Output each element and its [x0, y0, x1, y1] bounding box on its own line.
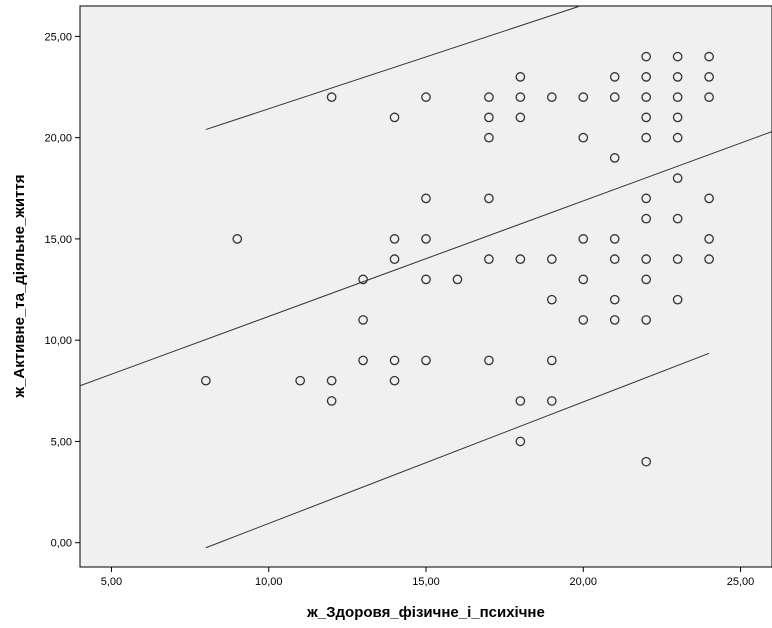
y-tick-label: 25,00 [44, 31, 72, 43]
data-point [641, 51, 652, 62]
fit-line [79, 131, 772, 387]
data-point [578, 92, 589, 102]
data-point [672, 254, 683, 265]
data-point [641, 72, 652, 82]
data-point [389, 254, 400, 265]
data-point [609, 92, 620, 102]
data-point [704, 234, 714, 244]
data-point [609, 315, 620, 325]
data-point [546, 92, 557, 102]
data-point [421, 193, 431, 204]
data-point [389, 375, 400, 386]
data-point [609, 234, 620, 244]
data-point [515, 254, 526, 265]
y-tick-label: 20,00 [44, 133, 72, 145]
lower-interval-line [205, 352, 710, 549]
data-point [578, 132, 589, 143]
x-axis-title: ж_Здоровя_фізичне_і_психічне [306, 604, 545, 621]
data-point [704, 92, 714, 102]
data-point [546, 355, 557, 366]
plot-area [79, 5, 772, 568]
data-point [609, 294, 620, 305]
data-point [452, 274, 463, 285]
data-point [389, 112, 400, 123]
y-tick-label: 0,00 [51, 538, 72, 550]
data-point [546, 294, 557, 305]
y-tick-label: 10,00 [44, 335, 72, 347]
data-point [672, 294, 683, 305]
x-tick-label: 25,00 [727, 576, 755, 588]
data-point [578, 315, 589, 325]
data-point [672, 112, 683, 123]
data-point [609, 153, 620, 163]
data-point [704, 72, 714, 82]
data-point [672, 51, 683, 62]
data-point [515, 396, 526, 406]
data-point [295, 375, 306, 386]
data-point [232, 234, 243, 244]
x-tick-label: 5,00 [101, 576, 122, 588]
data-point [326, 92, 337, 102]
data-point [641, 315, 652, 325]
data-point [484, 112, 494, 123]
data-point [389, 234, 400, 244]
data-point [484, 193, 494, 204]
data-point [672, 213, 683, 224]
data-point [704, 51, 714, 62]
data-point [641, 112, 652, 123]
data-point [515, 112, 526, 123]
data-point [421, 355, 431, 366]
y-tick-label: 15,00 [44, 234, 72, 246]
data-point [484, 355, 494, 366]
y-axis: 0,00 5,00 10,00 15,00 20,00 25,00 [44, 31, 80, 550]
y-tick-label: 5,00 [51, 436, 72, 448]
data-point [515, 92, 526, 102]
data-point [641, 213, 652, 224]
data-point [641, 456, 652, 467]
x-axis: 5,00 10,00 15,00 20,00 25,00 [101, 567, 755, 588]
x-tick-label: 15,00 [412, 576, 440, 588]
data-point [546, 254, 557, 265]
data-point [421, 92, 431, 102]
data-point [421, 274, 431, 285]
x-tick-label: 10,00 [255, 576, 283, 588]
data-point [546, 396, 557, 406]
data-point [515, 436, 526, 447]
data-point [200, 375, 211, 386]
data-point [358, 315, 368, 325]
data-point [578, 234, 589, 244]
data-point [704, 254, 714, 265]
data-point [641, 193, 652, 204]
data-point [672, 92, 683, 102]
data-point [672, 173, 683, 183]
data-point [484, 254, 494, 265]
data-point [389, 355, 400, 366]
data-point [609, 254, 620, 265]
data-point [672, 132, 683, 143]
y-axis-title: ж_Активне_та_діяльне_життя [11, 174, 28, 398]
data-point [578, 274, 589, 285]
data-point [326, 396, 337, 406]
data-point [421, 234, 431, 244]
upper-interval-line [205, 5, 581, 131]
data-point [672, 72, 683, 82]
data-point [641, 254, 652, 265]
data-point [609, 72, 620, 82]
data-point [641, 274, 652, 285]
x-tick-label: 20,00 [570, 576, 598, 588]
data-point [358, 274, 368, 285]
data-point [515, 72, 526, 82]
data-point [484, 132, 494, 143]
data-points [200, 51, 714, 467]
data-point [484, 92, 494, 102]
data-point [641, 132, 652, 143]
data-point [326, 375, 337, 386]
fit-lines [79, 5, 772, 549]
data-point [358, 355, 368, 366]
data-point [641, 92, 652, 102]
data-point [704, 193, 714, 204]
